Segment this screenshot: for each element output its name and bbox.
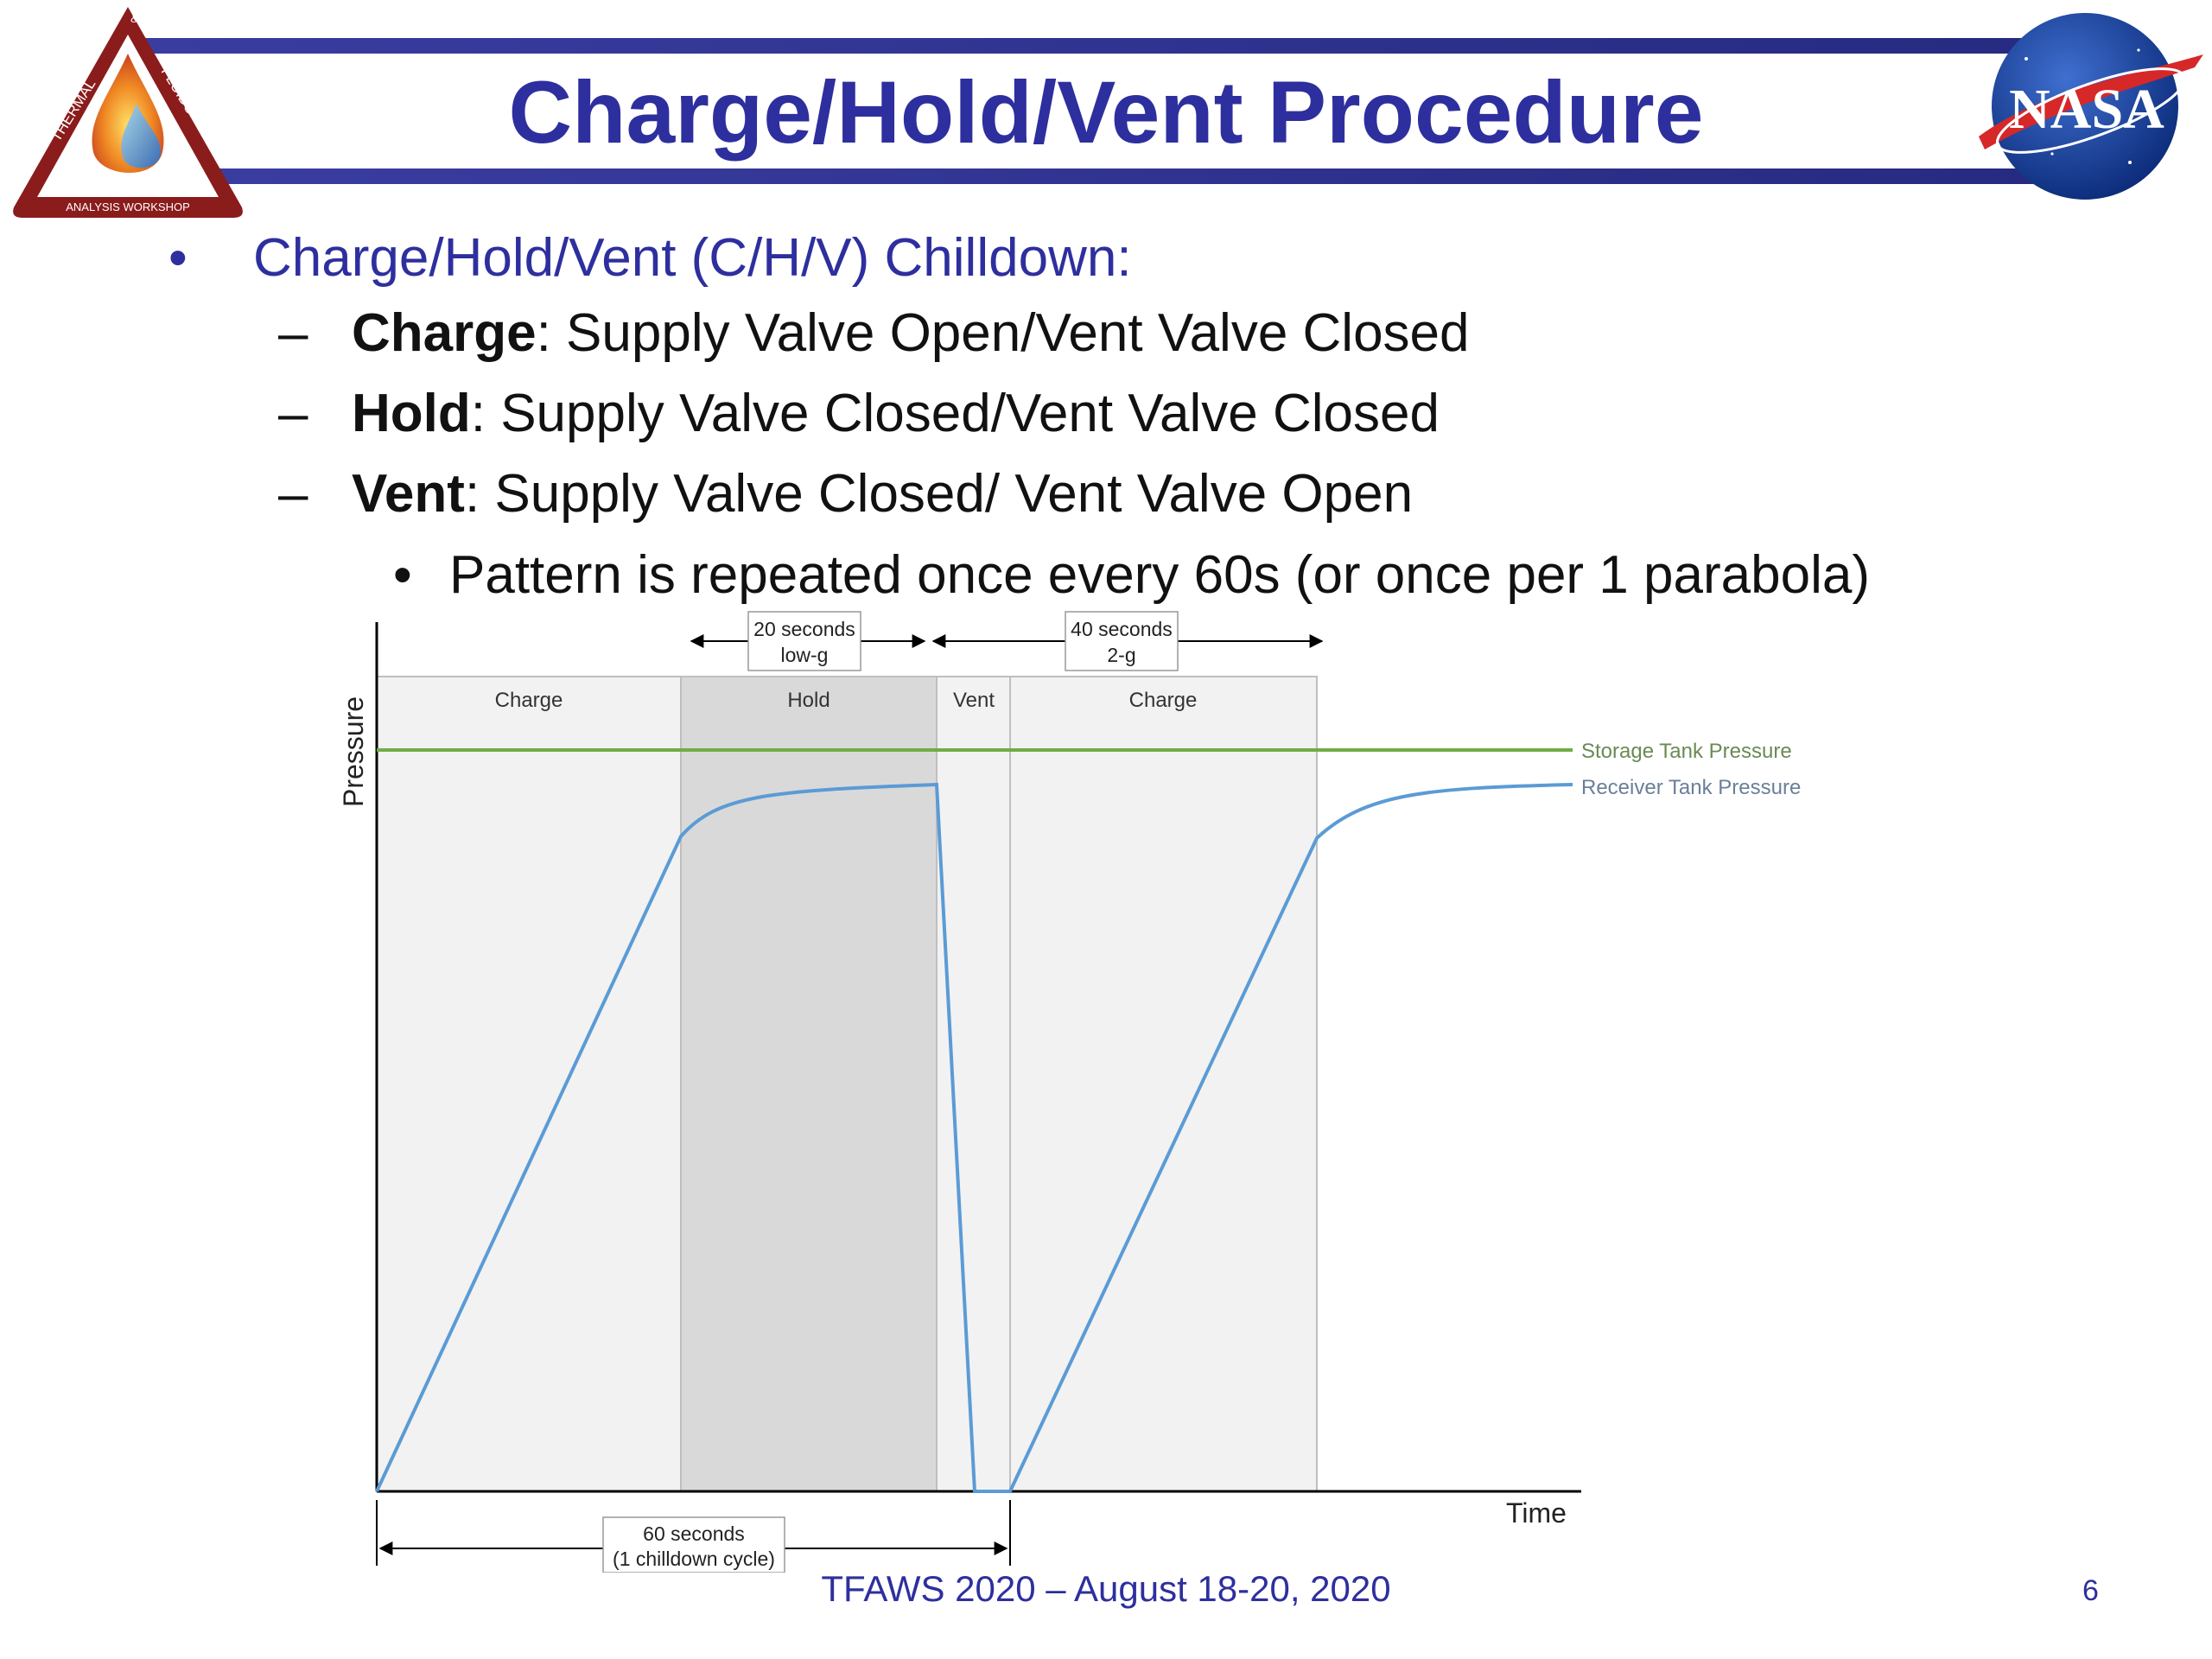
sub-bullet-text: : Supply Valve Closed/ Vent Valve Open [464, 464, 1414, 524]
sub-bullet-text: : Supply Valve Open/Vent Valve Closed [536, 303, 1470, 363]
bullet-marker: • [168, 228, 188, 288]
tfaws-logo: THERMAL & FLUIDS ANALYSIS WORKSHOP [13, 7, 243, 218]
phase-region-hold [680, 676, 938, 1492]
legend-receiver-tank: Receiver Tank Pressure [1581, 776, 1801, 799]
phase-label-charge-1: Charge [495, 689, 563, 712]
header-bar-top [138, 38, 2074, 54]
legend-storage-tank: Storage Tank Pressure [1581, 740, 1792, 763]
logo-text-amp: & [130, 11, 139, 26]
sub-sub-bullet-text: Pattern is repeated once every 60s (or o… [449, 545, 1870, 605]
header-bar-bottom [216, 168, 2065, 184]
span-label-60s-line1: 60 seconds [643, 1522, 745, 1545]
page-number: 6 [2082, 1574, 2099, 1607]
chilldown-cycle-diagram: Charge Hold Vent Charge Pressure Time St… [338, 611, 1801, 1573]
span-label-40s-line2: 2-g [1107, 644, 1135, 666]
y-axis-label: Pressure [338, 696, 369, 807]
sub-bullet-term: Hold [352, 384, 471, 443]
bullet-text: Charge/Hold/Vent (C/H/V) Chilldown: [253, 228, 1132, 288]
span-label-40s-line1: 40 seconds [1071, 618, 1173, 640]
phase-label-vent: Vent [953, 689, 995, 712]
phase-region-vent [936, 676, 1011, 1492]
dash-marker: – [278, 384, 308, 443]
span-label-60s-line2: (1 chilldown cycle) [613, 1548, 775, 1570]
phase-label-hold: Hold [787, 689, 830, 712]
slide-title: Charge/Hold/Vent Procedure [508, 63, 1704, 162]
footer-text: TFAWS 2020 – August 18-20, 2020 [821, 1568, 1391, 1609]
nasa-logo: NASA [1979, 13, 2203, 200]
dash-marker: – [278, 464, 308, 524]
dash-marker: – [278, 303, 308, 363]
phase-label-charge-2: Charge [1129, 689, 1198, 712]
sub-bullet-term: Vent [352, 464, 465, 524]
x-axis-label: Time [1506, 1497, 1567, 1529]
span-label-20s-line1: 20 seconds [753, 618, 855, 640]
receiver-tank-pressure-line [375, 782, 1573, 1493]
logo-text-workshop: ANALYSIS WORKSHOP [66, 200, 190, 213]
sub-bullet-term: Charge [352, 303, 537, 363]
span-label-20s-line2: low-g [781, 644, 829, 666]
span-label-box-40s [1065, 611, 1179, 671]
span-label-box-20s [747, 611, 861, 671]
sub-bullet-text: : Supply Valve Closed/Vent Valve Closed [470, 384, 1440, 443]
span-label-box-60s [602, 1516, 785, 1573]
phase-region-charge-2 [1009, 676, 1318, 1492]
nasa-logo-text: NASA [2009, 78, 2164, 141]
bullet-marker: • [393, 545, 412, 605]
phase-region-charge-1 [376, 676, 682, 1492]
